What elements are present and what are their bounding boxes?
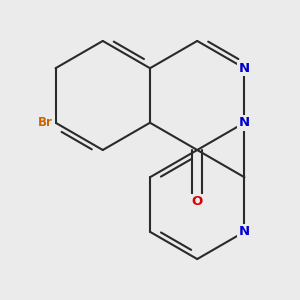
Text: O: O xyxy=(192,195,203,208)
Text: Br: Br xyxy=(38,116,53,129)
Text: N: N xyxy=(239,116,250,129)
Text: N: N xyxy=(239,62,250,75)
Text: N: N xyxy=(239,225,250,238)
